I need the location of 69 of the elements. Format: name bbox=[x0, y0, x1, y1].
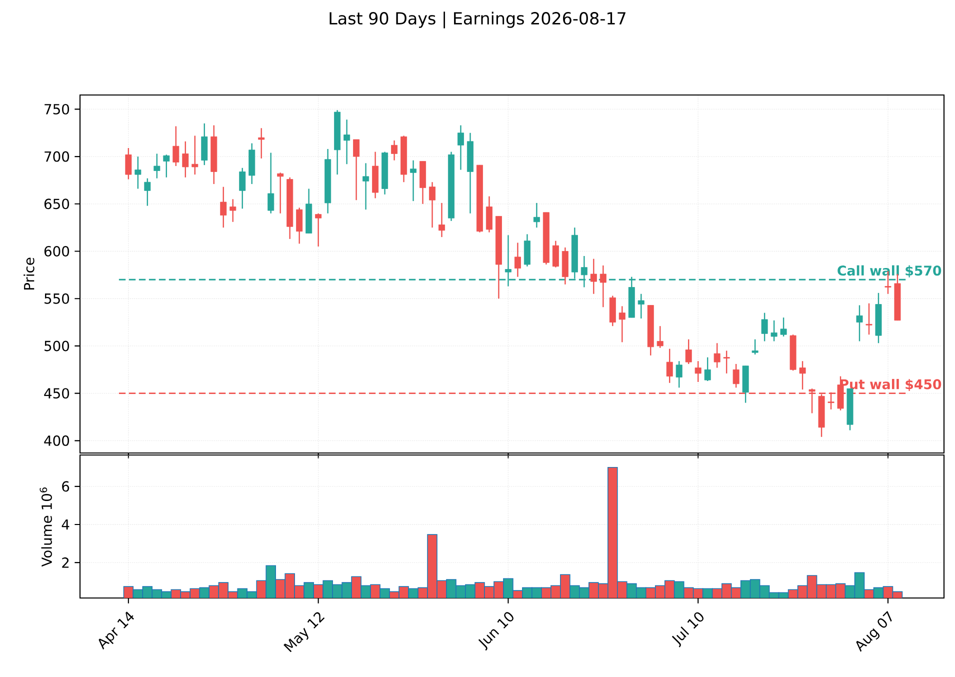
candlestick bbox=[761, 312, 768, 342]
y-axis-title: Price bbox=[24, 258, 34, 290]
y-tick-label: 4 bbox=[62, 519, 70, 530]
candlestick bbox=[799, 360, 806, 390]
candlestick bbox=[163, 154, 170, 178]
y-tick-label: 550 bbox=[44, 293, 70, 304]
candlestick bbox=[666, 348, 673, 384]
candlestick bbox=[676, 360, 682, 388]
candlestick bbox=[600, 264, 606, 308]
x-tick-label: Jun 10 bbox=[478, 612, 514, 651]
y-tick-label: 600 bbox=[44, 246, 70, 256]
y-tick-label: 400 bbox=[44, 435, 70, 446]
candlestick bbox=[704, 356, 711, 382]
candlestick bbox=[134, 156, 142, 190]
candlestick bbox=[220, 186, 227, 228]
candlestick bbox=[315, 212, 322, 248]
candlestick bbox=[638, 293, 644, 320]
candlestick bbox=[429, 182, 436, 228]
candlestick bbox=[524, 234, 530, 268]
candlestick bbox=[277, 172, 284, 214]
candlestick bbox=[770, 320, 778, 342]
candlestick bbox=[296, 207, 303, 244]
candlestick bbox=[410, 160, 416, 202]
candlestick bbox=[438, 202, 445, 238]
candlestick bbox=[533, 202, 540, 228]
candlestick bbox=[201, 122, 208, 166]
chart-title: Last 90 Days | Earnings 2026-08-17 bbox=[330, 12, 626, 28]
x-tick-label: Apr 14 bbox=[98, 612, 134, 650]
candlestick bbox=[552, 240, 559, 268]
candlestick bbox=[694, 360, 702, 383]
candlestick bbox=[239, 167, 246, 210]
candlestick bbox=[182, 140, 189, 178]
candlestick bbox=[125, 147, 132, 180]
y-tick-label: 700 bbox=[44, 151, 70, 162]
candlestick bbox=[780, 316, 787, 338]
candlestick bbox=[268, 152, 274, 214]
x-tick-label: Jul 10 bbox=[672, 612, 704, 648]
candlestick bbox=[258, 128, 265, 160]
candlestick bbox=[362, 162, 370, 210]
candlestick bbox=[856, 304, 863, 342]
y-tick-label: 450 bbox=[44, 388, 70, 399]
ref-line-label: Call wall $570 bbox=[838, 265, 942, 278]
candlestick bbox=[590, 258, 597, 294]
candlestick bbox=[172, 126, 180, 167]
candlestick bbox=[866, 302, 872, 336]
candlestick bbox=[656, 325, 664, 348]
candlestick bbox=[685, 338, 692, 365]
candlestick bbox=[486, 196, 492, 233]
y-tick-label: 750 bbox=[44, 104, 70, 114]
candlestick bbox=[344, 119, 350, 165]
candlestick bbox=[144, 178, 151, 206]
candlestick bbox=[353, 138, 360, 201]
candlestick bbox=[457, 124, 464, 170]
y-tick-label: 650 bbox=[44, 198, 70, 210]
candlestick bbox=[714, 342, 720, 368]
candlestick bbox=[230, 198, 236, 222]
candlestick bbox=[391, 140, 398, 161]
candlestick bbox=[732, 363, 740, 388]
candlestick bbox=[618, 306, 626, 343]
candlestick bbox=[723, 350, 730, 374]
candlestick bbox=[154, 153, 160, 179]
y-axis-title: Volume 10$^{6}$ bbox=[40, 488, 52, 567]
candlestick bbox=[192, 135, 198, 176]
y-tick-label: 2 bbox=[62, 557, 69, 568]
x-tick-label: Aug 07 bbox=[856, 610, 892, 652]
y-tick-label: 500 bbox=[44, 340, 70, 352]
candlestick bbox=[514, 242, 521, 278]
y-tick-label: 6 bbox=[62, 481, 70, 492]
candlestick bbox=[752, 338, 758, 356]
